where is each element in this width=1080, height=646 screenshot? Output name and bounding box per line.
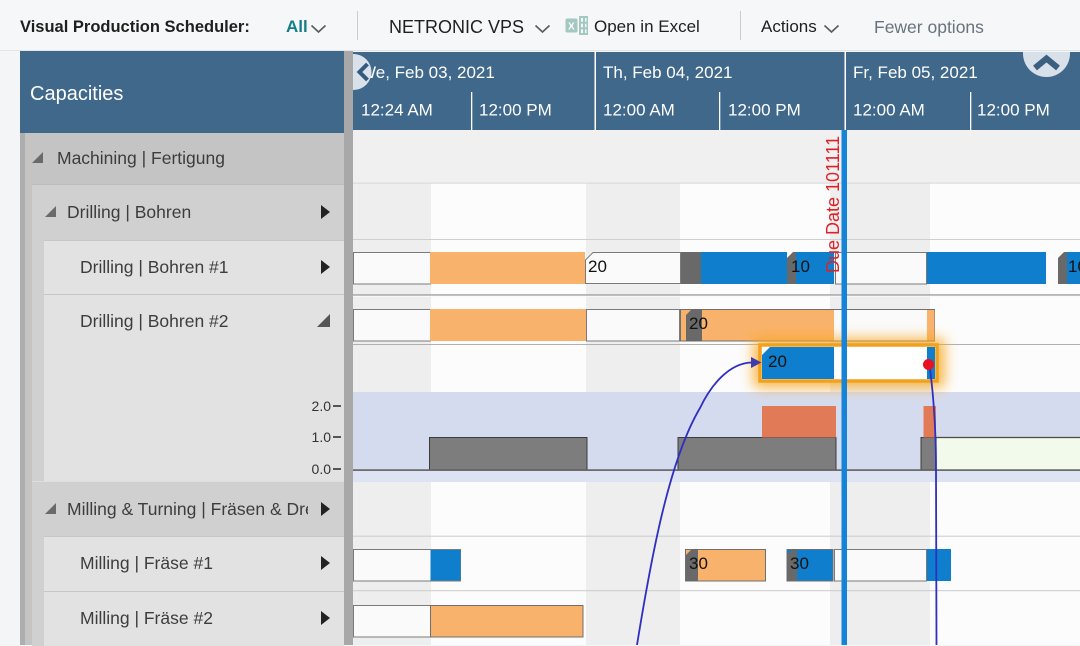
svg-text:10: 10 — [1068, 257, 1080, 276]
svg-text:30: 30 — [689, 554, 708, 573]
svg-text:20: 20 — [689, 314, 708, 333]
svg-text:12:00 AM: 12:00 AM — [603, 101, 675, 120]
svg-text:12:00 PM: 12:00 PM — [728, 101, 801, 120]
svg-text:10: 10 — [791, 257, 810, 276]
svg-text:Fr, Feb 05, 2021: Fr, Feb 05, 2021 — [853, 63, 978, 82]
svg-text:12:00 AM: 12:00 AM — [853, 101, 925, 120]
svg-text:20: 20 — [768, 352, 787, 371]
svg-text:12:00 PM: 12:00 PM — [977, 101, 1050, 120]
svg-text:X: X — [568, 22, 575, 33]
svg-text:We, Feb 03, 2021: We, Feb 03, 2021 — [360, 63, 495, 82]
svg-text:12:24 AM: 12:24 AM — [361, 101, 433, 120]
svg-text:12:00 PM: 12:00 PM — [479, 101, 552, 120]
svg-text:30: 30 — [790, 554, 809, 573]
svg-text:Due Date 101111: Due Date 101111 — [823, 136, 843, 273]
svg-text:20: 20 — [588, 257, 607, 276]
svg-text:Th, Feb 04, 2021: Th, Feb 04, 2021 — [603, 63, 732, 82]
